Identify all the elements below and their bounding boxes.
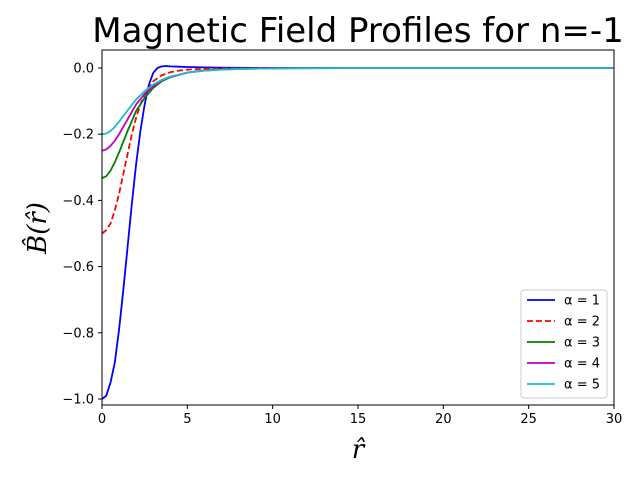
series-line-2 xyxy=(101,67,444,235)
x-tick-label: 5 xyxy=(183,412,191,427)
y-tick-label: 0.0 xyxy=(73,62,94,77)
y-axis-label: B̂(r̂) xyxy=(22,202,53,255)
x-tick-label: 15 xyxy=(350,412,367,427)
series-layer xyxy=(101,65,614,400)
legend-label: α = 2 xyxy=(564,315,600,330)
x-tick-label: 25 xyxy=(520,412,537,427)
legend-box xyxy=(520,289,608,399)
y-tick-label: −1.0 xyxy=(62,393,94,408)
chart-title: Magnetic Field Profiles for n=-1 xyxy=(92,11,624,51)
series-line-1 xyxy=(101,65,444,400)
y-tick-label: −0.6 xyxy=(62,260,94,275)
x-tick-label: 10 xyxy=(264,412,281,427)
legend: α = 1 α = 2 α = 3 α = 4 α = 5 xyxy=(520,289,608,399)
x-axis-ticks: 0 5 10 15 20 25 30 xyxy=(98,405,622,427)
series-line-4 xyxy=(101,67,614,152)
plot-area xyxy=(101,49,615,406)
series-line-5 xyxy=(101,67,614,136)
x-tick-label: 0 xyxy=(98,412,106,427)
y-tick-label: −0.2 xyxy=(62,128,94,143)
legend-label: α = 1 xyxy=(564,294,600,309)
y-tick-label: −0.4 xyxy=(62,194,94,209)
x-tick-label: 20 xyxy=(435,412,452,427)
x-axis-label: r̂ xyxy=(352,435,366,465)
series-line-3 xyxy=(101,67,614,180)
y-tick-label: −0.8 xyxy=(62,326,94,341)
x-tick-label: 30 xyxy=(606,412,623,427)
y-axis-ticks: 0.0 −0.2 −0.4 −0.6 −0.8 −1.0 xyxy=(62,62,102,408)
legend-label: α = 3 xyxy=(564,336,600,351)
legend-label: α = 4 xyxy=(564,357,600,372)
legend-label: α = 5 xyxy=(564,378,600,393)
